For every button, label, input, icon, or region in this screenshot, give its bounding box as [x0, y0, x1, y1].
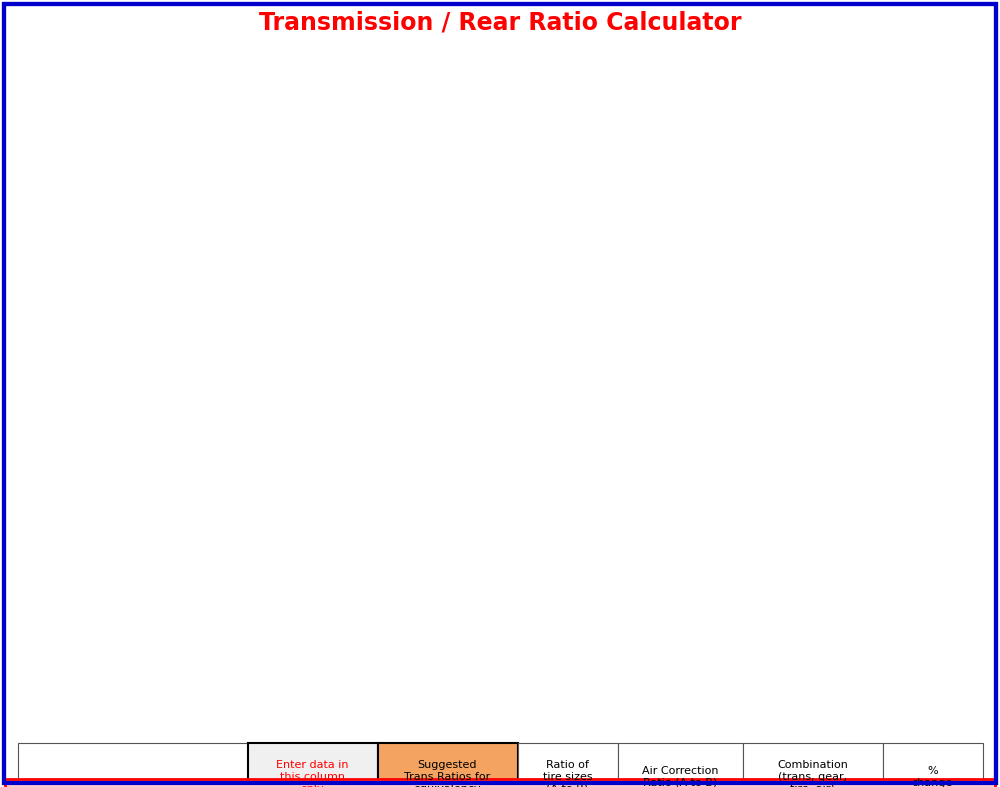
Bar	[18, 743, 248, 787]
Text: Ratio of
tire sizes
(A to B): Ratio of tire sizes (A to B)	[543, 760, 592, 787]
Text: %
change: % change	[912, 767, 953, 787]
Bar	[378, 743, 518, 787]
Bar	[742, 743, 883, 787]
Text: Transmission / Rear Ratio Calculator: Transmission / Rear Ratio Calculator	[259, 11, 741, 35]
Text: Suggested
Trans Ratios for
equivalency: Suggested Trans Ratios for equivalency	[404, 760, 491, 787]
Bar	[18, 743, 982, 787]
Bar	[883, 743, 982, 787]
Text: Enter data in
this column
only: Enter data in this column only	[276, 760, 349, 787]
Bar	[248, 743, 378, 787]
Bar	[518, 743, 618, 787]
Bar	[618, 743, 742, 787]
Text: Air Correction
Ratio (A to B): Air Correction Ratio (A to B)	[642, 767, 718, 787]
Bar	[5, 779, 995, 787]
Text: Combination
(trans, gear,
tire, air): Combination (trans, gear, tire, air)	[777, 760, 848, 787]
